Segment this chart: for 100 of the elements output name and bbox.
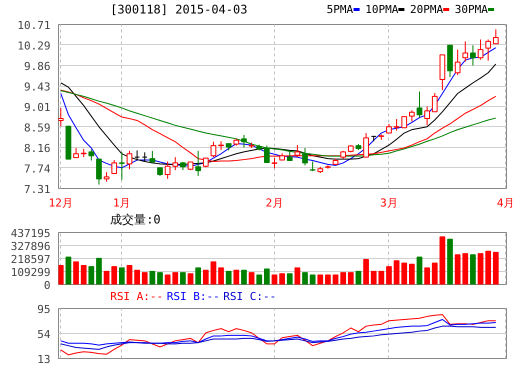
bar bbox=[233, 270, 240, 284]
line-series bbox=[60, 318, 496, 346]
bar bbox=[73, 261, 79, 284]
bar bbox=[447, 238, 453, 284]
x-tick-label: 12月 bbox=[48, 196, 73, 210]
bar bbox=[470, 254, 476, 284]
x-tick-label: 1月 bbox=[113, 196, 131, 210]
y-tick-label: 9.86 bbox=[24, 60, 51, 73]
bar bbox=[492, 252, 499, 284]
candlestick bbox=[432, 92, 438, 112]
bar bbox=[188, 273, 194, 284]
legend-label: 20PMA bbox=[410, 3, 444, 16]
bar bbox=[279, 273, 285, 284]
bar bbox=[248, 272, 254, 284]
candlestick bbox=[492, 28, 499, 44]
candlestick bbox=[118, 152, 125, 180]
chart-title: 成交量:0 bbox=[110, 212, 161, 226]
candlestick bbox=[470, 44, 476, 66]
bar bbox=[66, 256, 72, 284]
candlestick bbox=[73, 147, 79, 158]
bar bbox=[80, 264, 87, 284]
bar bbox=[432, 262, 438, 284]
candlestick bbox=[172, 156, 178, 171]
candlestick bbox=[310, 160, 316, 172]
bar bbox=[401, 262, 408, 284]
bar bbox=[440, 236, 446, 284]
line-series bbox=[60, 314, 496, 356]
bar bbox=[310, 274, 316, 284]
x-tick-label: 2月 bbox=[266, 196, 284, 210]
bar bbox=[378, 270, 384, 284]
bar bbox=[485, 250, 492, 284]
candlestick bbox=[164, 160, 171, 180]
y-tick-label: 10.71 bbox=[17, 19, 51, 32]
bar bbox=[58, 264, 64, 284]
bar bbox=[272, 274, 278, 284]
candlestick bbox=[88, 148, 94, 162]
bar bbox=[226, 270, 232, 284]
candlestick bbox=[96, 158, 102, 186]
candlestick bbox=[195, 150, 202, 176]
candlestick bbox=[58, 107, 64, 127]
text: 4月 bbox=[496, 196, 515, 210]
candlestick bbox=[408, 110, 415, 122]
y-tick-label: 54 bbox=[37, 328, 51, 341]
y-tick-label: 437195 bbox=[10, 227, 51, 240]
y-tick-label: 0 bbox=[44, 279, 50, 292]
bar bbox=[111, 266, 118, 284]
candlestick bbox=[126, 150, 132, 170]
bar bbox=[424, 267, 430, 284]
text: RSI_C:-- bbox=[223, 290, 276, 303]
line-series bbox=[60, 326, 496, 350]
y-tick-label: 9.43 bbox=[24, 80, 51, 94]
bar bbox=[363, 259, 369, 284]
candlestick bbox=[363, 132, 369, 158]
candlestick bbox=[111, 160, 118, 175]
bar bbox=[454, 254, 461, 284]
y-tick-label: 109299 bbox=[10, 266, 51, 279]
candlestick bbox=[454, 49, 461, 76]
y-tick-label: 218597 bbox=[10, 253, 51, 266]
bar bbox=[264, 268, 270, 284]
bar bbox=[88, 266, 94, 284]
candlestick bbox=[478, 38, 484, 60]
candlestick bbox=[294, 144, 300, 158]
bar bbox=[286, 273, 293, 284]
x-tick-label: 3月 bbox=[380, 196, 398, 210]
y-tick-label: 7.74 bbox=[24, 162, 51, 176]
bar bbox=[348, 272, 354, 284]
legend-label: 5PMA bbox=[326, 3, 354, 16]
candlestick bbox=[462, 40, 468, 62]
bar bbox=[256, 274, 262, 284]
y-tick-label: 7.31 bbox=[24, 183, 51, 196]
y-tick-label: 9.01 bbox=[24, 101, 51, 114]
bar bbox=[180, 272, 186, 284]
bar bbox=[142, 272, 148, 284]
bar bbox=[118, 267, 125, 284]
chart-title: [300118] 2015-04-03 bbox=[110, 2, 248, 16]
legend-label: 30PMA bbox=[454, 3, 488, 16]
bar bbox=[370, 270, 377, 284]
candlestick bbox=[104, 172, 110, 182]
bar bbox=[462, 253, 468, 284]
candlestick bbox=[134, 150, 140, 162]
bar bbox=[202, 270, 209, 284]
bar bbox=[241, 270, 247, 284]
bar bbox=[172, 272, 178, 284]
y-tick-label: 8.16 bbox=[24, 142, 51, 155]
bar bbox=[408, 264, 415, 284]
candlestick bbox=[424, 106, 430, 126]
bar bbox=[356, 270, 362, 284]
y-tick-label: 327896 bbox=[10, 240, 51, 253]
bar bbox=[302, 272, 308, 284]
candlestick bbox=[142, 152, 148, 162]
candlestick bbox=[401, 116, 408, 128]
candlestick bbox=[241, 134, 247, 148]
legend-label: 10PMA bbox=[365, 3, 399, 16]
bar bbox=[294, 267, 300, 284]
bar bbox=[104, 270, 110, 284]
bar bbox=[195, 267, 202, 284]
candlestick bbox=[416, 91, 422, 118]
bar bbox=[157, 272, 163, 284]
candlestick bbox=[485, 38, 492, 62]
candlestick bbox=[150, 150, 156, 164]
